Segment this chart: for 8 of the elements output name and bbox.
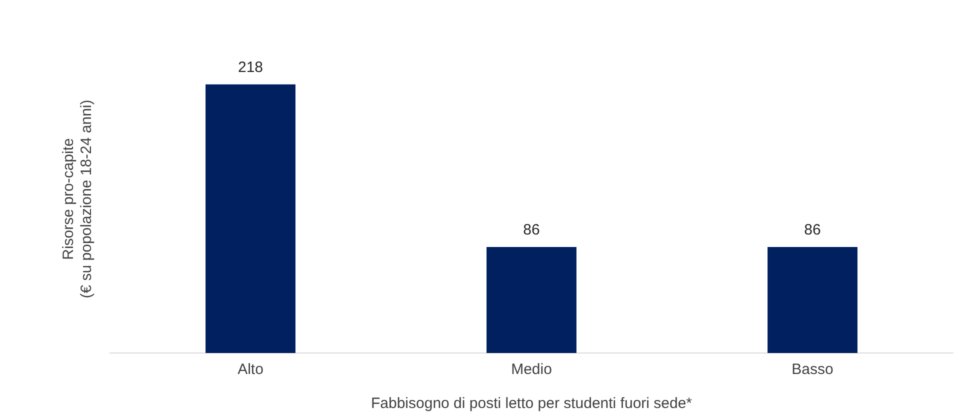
x-axis-title: Fabbisogno di posti letto per studenti fuori sede* xyxy=(370,395,692,412)
data-label: 86 xyxy=(804,222,821,239)
data-label: 86 xyxy=(523,222,540,239)
x-tick-label: Alto xyxy=(238,361,264,378)
y-axis-title: Risorse pro-capite (€ su popolazione 18-24 anni) xyxy=(60,100,96,298)
data-label: 218 xyxy=(238,59,264,76)
x-tick-label: Basso xyxy=(792,361,834,378)
x-tick-label: Medio xyxy=(511,361,552,378)
